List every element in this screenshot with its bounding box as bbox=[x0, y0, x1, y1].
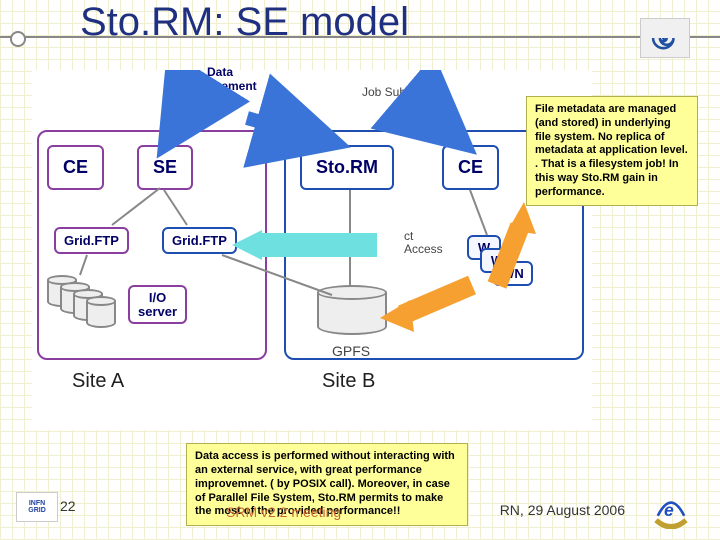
page-title: Sto.RM: SE model bbox=[80, 0, 409, 45]
label-job-submission: Job Submission bbox=[362, 86, 447, 100]
node-site-a-ce: CE bbox=[47, 145, 104, 190]
node-site-a-se: SE bbox=[137, 145, 193, 190]
egee-logo-icon: e bbox=[648, 484, 694, 530]
node-site-b-ce: CE bbox=[442, 145, 499, 190]
gpfs-disk-icon bbox=[317, 285, 387, 335]
architecture-diagram: Data Management Access Job Submission CE… bbox=[32, 70, 592, 430]
note-metadata: File metadata are managed (and stored) i… bbox=[526, 96, 698, 206]
label-site-b: Site B bbox=[322, 370, 375, 393]
node-wn: WN bbox=[493, 261, 533, 286]
node-site-b-gridftp: Grid.FTP bbox=[162, 227, 237, 254]
label-data-mgmt-access: Data Management Access bbox=[170, 66, 270, 107]
node-storm: Sto.RM bbox=[300, 145, 394, 190]
footer-right: RN, 29 August 2006 bbox=[500, 502, 625, 518]
disk-icon bbox=[86, 296, 116, 328]
label-direct-access: ct Access bbox=[404, 230, 443, 256]
label-site-a: Site A bbox=[72, 370, 124, 393]
label-gpfs: GPFS bbox=[332, 343, 370, 359]
svg-text:e: e bbox=[664, 500, 674, 520]
node-site-a-gridftp-1: Grid.FTP bbox=[54, 227, 129, 254]
node-io-server: I/O server bbox=[128, 285, 187, 324]
infn-logo-icon: INFNGRID bbox=[16, 492, 58, 522]
spiral-logo-icon bbox=[640, 18, 690, 58]
page-number: 22 bbox=[60, 498, 76, 514]
footer-center: SRM v2.2 meeting bbox=[226, 504, 341, 520]
